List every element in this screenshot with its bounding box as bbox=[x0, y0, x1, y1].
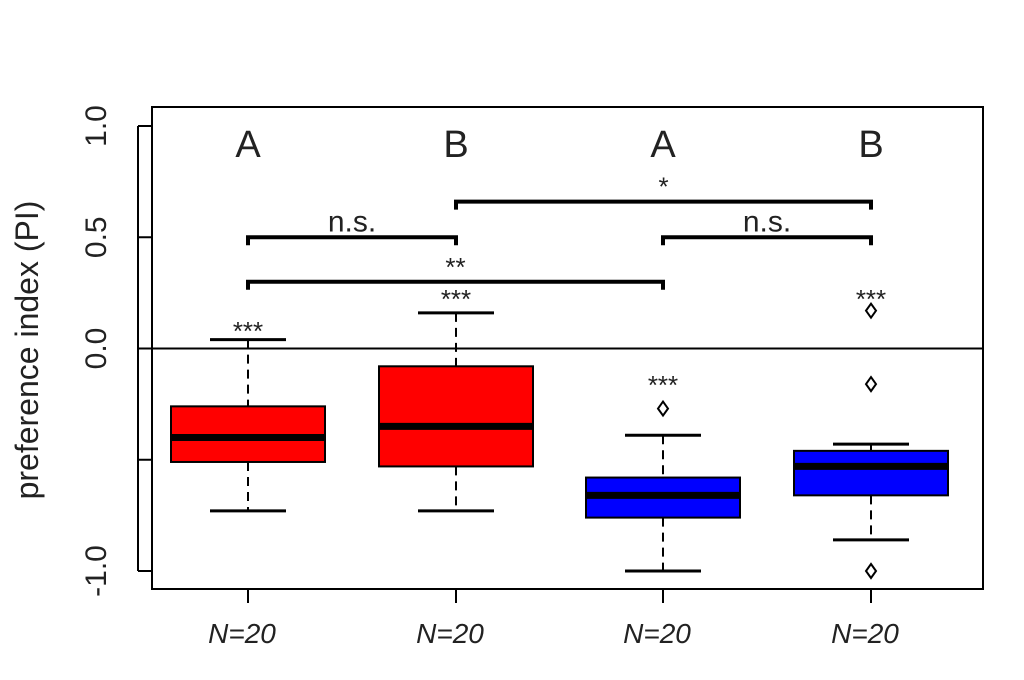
x-tick-label: N=20 bbox=[416, 618, 484, 649]
significance-stars: *** bbox=[441, 284, 471, 314]
comparison-bracket: ** bbox=[246, 252, 665, 290]
y-tick-label: 0.0 bbox=[80, 328, 113, 370]
y-tick-label: -1.0 bbox=[80, 545, 113, 597]
outlier-point bbox=[864, 375, 878, 393]
box-iqr bbox=[378, 365, 534, 468]
y-tick-label: 0.5 bbox=[80, 216, 113, 258]
annotations: A B A B************n.s. n.s.*** bbox=[233, 124, 886, 400]
group-letter: B bbox=[443, 124, 468, 166]
y-axis: 1.0 0.5 0.0 -1.0 bbox=[80, 105, 152, 597]
comparison-label: n.s. bbox=[328, 205, 376, 238]
bracket-line bbox=[246, 235, 458, 246]
comparison-bracket: n.s. bbox=[661, 205, 873, 246]
box-group bbox=[585, 399, 741, 573]
group-letter: A bbox=[235, 124, 261, 166]
bracket-line bbox=[246, 279, 665, 290]
plot-frame bbox=[151, 106, 984, 590]
bracket-line bbox=[454, 199, 873, 210]
x-tick-label: N=20 bbox=[623, 618, 691, 649]
outlier-point bbox=[864, 562, 878, 580]
comparison-label: ** bbox=[445, 252, 465, 282]
box-iqr bbox=[793, 449, 949, 497]
y-axis-label: preference index (PI) bbox=[9, 201, 45, 500]
box-group bbox=[793, 301, 949, 580]
box-group bbox=[378, 311, 534, 513]
comparison-bracket: * bbox=[454, 172, 873, 210]
y-tick-label: 1.0 bbox=[80, 105, 113, 147]
comparison-label: n.s. bbox=[743, 205, 791, 238]
significance-stars: *** bbox=[648, 370, 678, 400]
group-letter: B bbox=[858, 124, 883, 166]
x-tick-label: N=20 bbox=[831, 618, 899, 649]
box-group bbox=[170, 338, 326, 513]
outlier-point bbox=[864, 301, 878, 320]
x-axis: N=20 N=20 N=20 N=20 bbox=[208, 589, 899, 649]
significance-stars: *** bbox=[233, 316, 263, 346]
group-letter: A bbox=[650, 124, 676, 166]
comparison-bracket: n.s. bbox=[246, 205, 458, 246]
significance-stars: *** bbox=[856, 284, 886, 314]
bracket-line bbox=[661, 235, 873, 246]
outlier-point bbox=[656, 399, 670, 418]
boxes bbox=[170, 301, 949, 580]
comparison-label: * bbox=[658, 172, 668, 202]
x-tick-label: N=20 bbox=[208, 618, 276, 649]
